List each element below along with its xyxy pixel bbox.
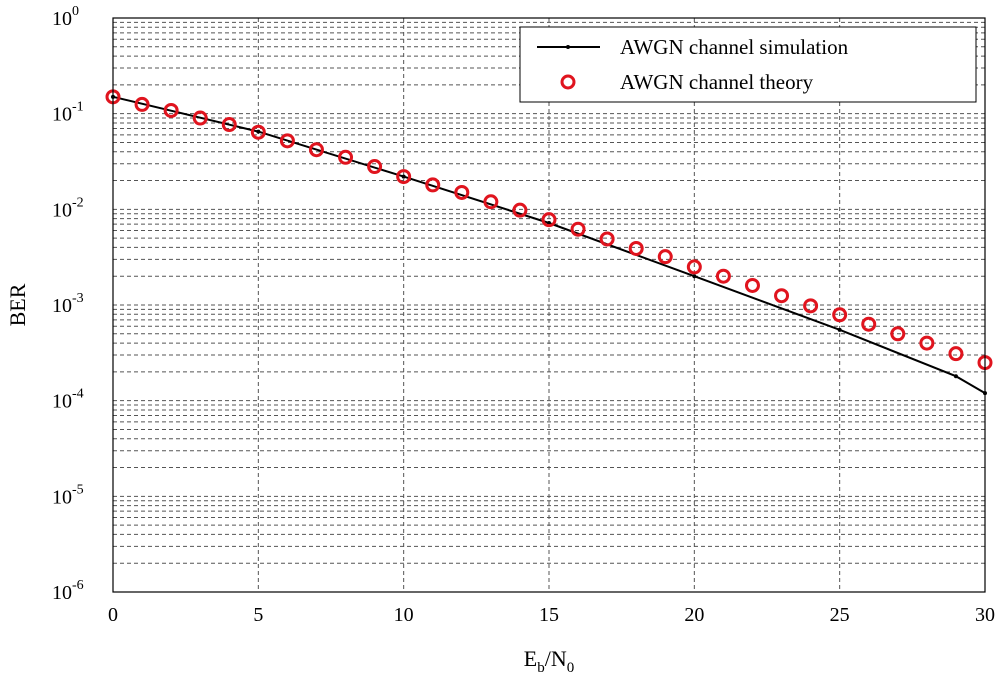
theory-point [832,307,848,323]
x-axis-ticks: 0 5 10 15 20 25 30 [108,604,995,626]
theory-point [192,110,208,126]
theory-point [774,288,790,304]
theory-point [628,240,644,256]
theory-point [803,298,819,314]
theory-point [279,133,295,149]
theory-point [657,249,673,265]
simulation-point [837,327,842,332]
y-axis-label: BER [5,283,30,326]
x-tick-label: 30 [975,604,995,626]
theory-point [744,277,760,293]
simulation-point [401,174,406,179]
legend-circle-marker [560,74,576,90]
x-axis-label: Eb/N0 [524,646,574,676]
theory-point [570,221,586,237]
plot-frame [112,17,986,593]
y-tick-label: 100 [52,4,79,30]
legend-line-marker [566,45,570,49]
legend-entry-simulation: AWGN channel simulation [620,35,849,59]
theory-point [919,335,935,351]
simulation-point [256,129,261,134]
x-tick-label: 10 [394,604,414,626]
y-tick-label: 10-2 [52,195,84,221]
y-tick-label: 10-4 [52,387,84,413]
simulation-point [953,374,958,379]
x-tick-label: 20 [684,604,704,626]
x-tick-label: 5 [253,604,263,626]
theory-point [425,177,441,193]
y-axis-ticks: 100 10-1 10-2 10-3 10-4 10-5 10-6 [52,4,84,604]
simulation-point [547,220,551,225]
theory-point [861,316,877,332]
theory-point [308,142,324,158]
theory-point [396,169,412,185]
theory-point [599,231,615,247]
y-tick-label: 10-1 [52,100,84,126]
x-tick-label: 15 [539,604,559,626]
theory-point [512,202,528,218]
theory-point [134,96,150,112]
theory-point [454,184,470,200]
theory-point [367,159,383,175]
y-tick-label: 10-5 [52,482,84,508]
simulation-point [692,274,697,279]
legend-box [519,26,977,103]
theory-point [250,124,266,140]
theory-point [338,149,354,165]
theory-point [541,212,557,228]
x-tick-label: 25 [830,604,850,626]
y-tick-label: 10-3 [52,291,84,317]
theory-point [890,326,906,342]
theory-point [221,117,237,133]
legend-entry-theory: AWGN channel theory [620,70,814,94]
y-tick-label: 10-6 [52,578,84,604]
theory-point [715,268,731,284]
theory-point [483,194,499,210]
theory-point [686,259,702,275]
x-tick-label: 0 [108,604,118,626]
theory-point [948,346,964,362]
legend: AWGN channel simulation AWGN channel the… [519,26,977,103]
theory-point [163,102,179,118]
grid-lines [112,18,986,593]
